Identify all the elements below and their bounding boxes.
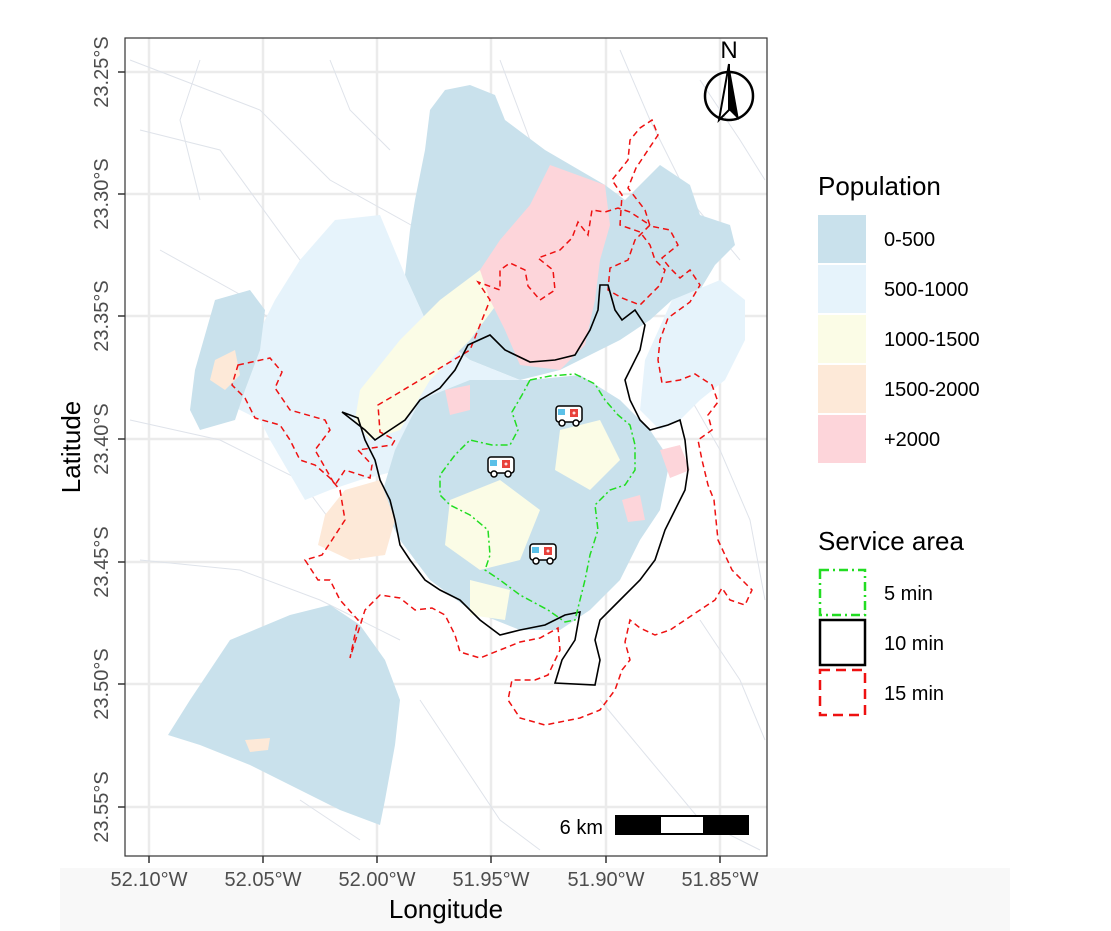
service-area-legend-title: Service area: [818, 526, 964, 556]
y-tick-label: 23.30°S: [91, 158, 113, 229]
population-region: [470, 580, 510, 620]
service-area-swatch-15min: [818, 668, 867, 717]
scale-bar: 6 km: [560, 815, 749, 839]
map-panel: N 6 km: [124, 37, 768, 857]
population-region: [200, 215, 520, 500]
y-axis-title: Latitude: [56, 401, 86, 494]
north-arrow-dark-half-icon: [729, 64, 739, 120]
service-area-swatch-5min: [818, 568, 867, 617]
x-tick-label: 51.90°W: [568, 869, 645, 891]
service-areas: [231, 118, 753, 726]
population-region: [660, 445, 690, 478]
x-tick-label: 52.05°W: [225, 869, 302, 891]
population-region: [168, 605, 400, 825]
y-tick-label: 23.45°S: [91, 526, 113, 597]
panel-border: [124, 37, 768, 857]
population-legend-label: 500-1000: [884, 279, 969, 301]
population-swatch: [818, 365, 866, 413]
population-region: [318, 480, 395, 560]
service-area-legend-label: 15 min: [884, 683, 944, 705]
x-tick-label: 51.85°W: [682, 869, 759, 891]
scale-bar-label: 6 km: [560, 817, 603, 839]
population-region: [445, 480, 540, 570]
ambulance-icon: [487, 456, 515, 478]
population-choropleth: [168, 85, 745, 825]
y-tick-label: 23.55°S: [91, 771, 113, 842]
service-area-swatch-10min: [818, 618, 867, 667]
service-area-5min: [439, 373, 636, 623]
population-legend-title: Population: [818, 171, 941, 201]
population-swatch: [818, 315, 866, 363]
service-area-legend-label: 5 min: [884, 583, 933, 605]
population-legend-label: 1500-2000: [884, 379, 980, 401]
bottom-band: [60, 868, 1010, 931]
north-arrow: N: [703, 37, 755, 123]
population-legend-label: 0-500: [884, 229, 935, 251]
population-region: [245, 738, 270, 752]
north-arrow-label: N: [720, 37, 737, 64]
service-area-legend-label: 10 min: [884, 633, 944, 655]
x-axis: 52.10°W 52.05°W 52.00°W 51.95°W 51.90°W …: [111, 856, 759, 924]
x-axis-title: Longitude: [389, 894, 503, 924]
service-area-legend: Service area 5 min 10 min 15 min: [818, 526, 964, 717]
population-swatch: [818, 215, 866, 263]
population-region: [555, 420, 620, 490]
scale-bar-segment: [661, 817, 703, 833]
y-tick-label: 23.40°S: [91, 403, 113, 474]
population-region: [640, 280, 745, 430]
population-swatch: [818, 415, 866, 463]
service-area-10min: [341, 284, 689, 686]
x-tick-label: 52.10°W: [111, 869, 188, 891]
population-legend-label: +2000: [884, 429, 940, 451]
population-region: [210, 350, 240, 390]
ambulance-icon: [555, 405, 583, 427]
x-tick-label: 51.95°W: [453, 869, 530, 891]
population-region: [622, 495, 645, 522]
population-region: [480, 165, 610, 370]
y-axis: 23.25°S 23.30°S 23.35°S 23.40°S 23.45°S …: [56, 36, 125, 843]
north-arrow-light-half-icon: [717, 63, 730, 123]
ambulance-icon: [529, 543, 557, 565]
population-swatch: [818, 265, 866, 313]
population-legend-label: 1000-1500: [884, 329, 980, 351]
y-tick-label: 23.35°S: [91, 280, 113, 351]
population-region: [445, 385, 470, 415]
x-tick-label: 52.00°W: [339, 869, 416, 891]
y-tick-label: 23.25°S: [91, 36, 113, 107]
population-legend: Population 0-500 500-1000 1000-1500 1500…: [818, 171, 980, 463]
y-tick-label: 23.50°S: [91, 648, 113, 719]
service-area-15min: [231, 118, 753, 726]
ambulance-markers: [487, 405, 583, 565]
